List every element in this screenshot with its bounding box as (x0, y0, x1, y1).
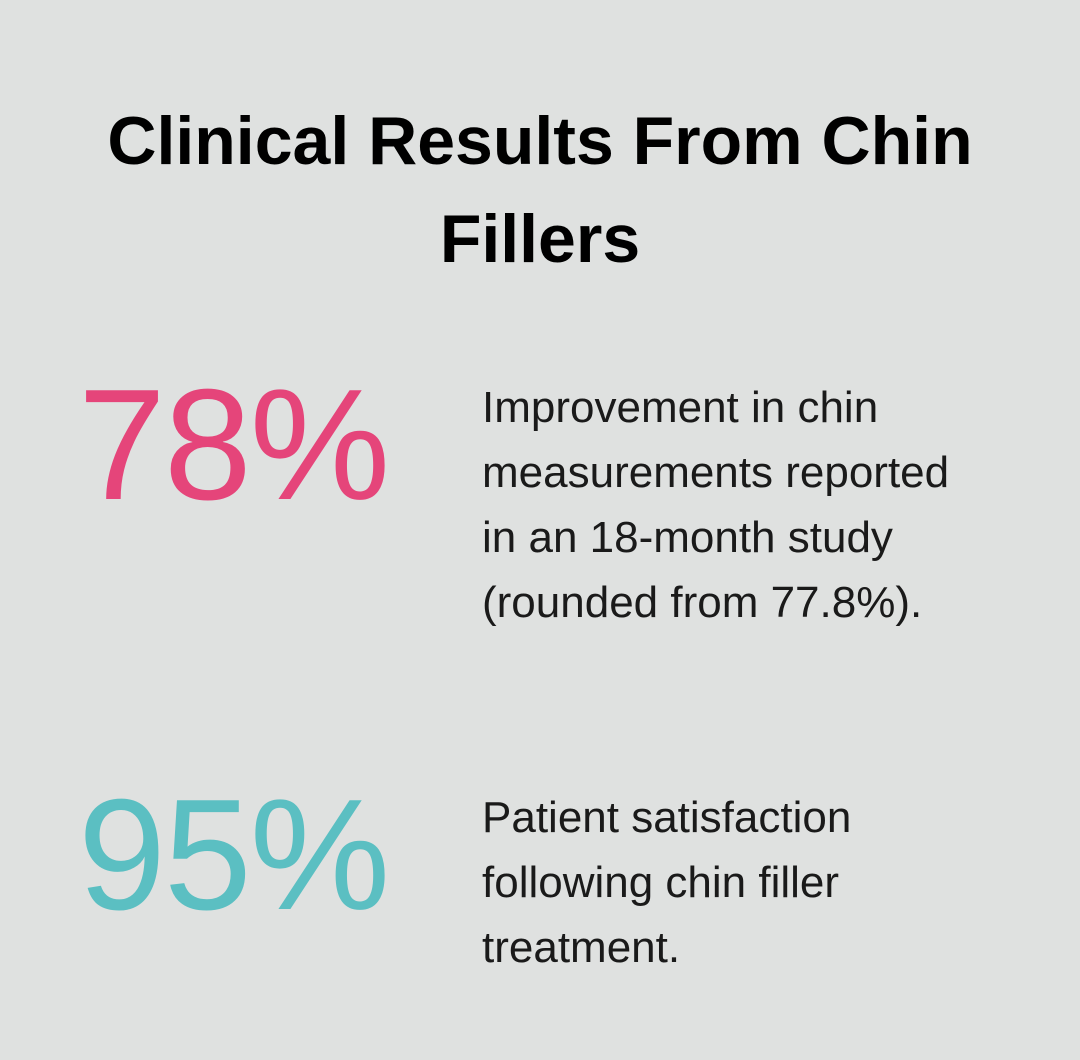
stat-value: 78% (78, 357, 390, 533)
stat-value: 95% (78, 767, 390, 943)
stat-description: Patient satisfaction following chin fill… (482, 793, 852, 972)
stat-row: 78% Improvement in chin measurements rep… (78, 365, 1018, 635)
title: Clinical Results From Chin Fillers (107, 103, 973, 277)
stat-description: Improvement in chin measurements reporte… (482, 383, 950, 627)
stat-row: 95% Patient satisfaction following chin … (78, 775, 1018, 980)
